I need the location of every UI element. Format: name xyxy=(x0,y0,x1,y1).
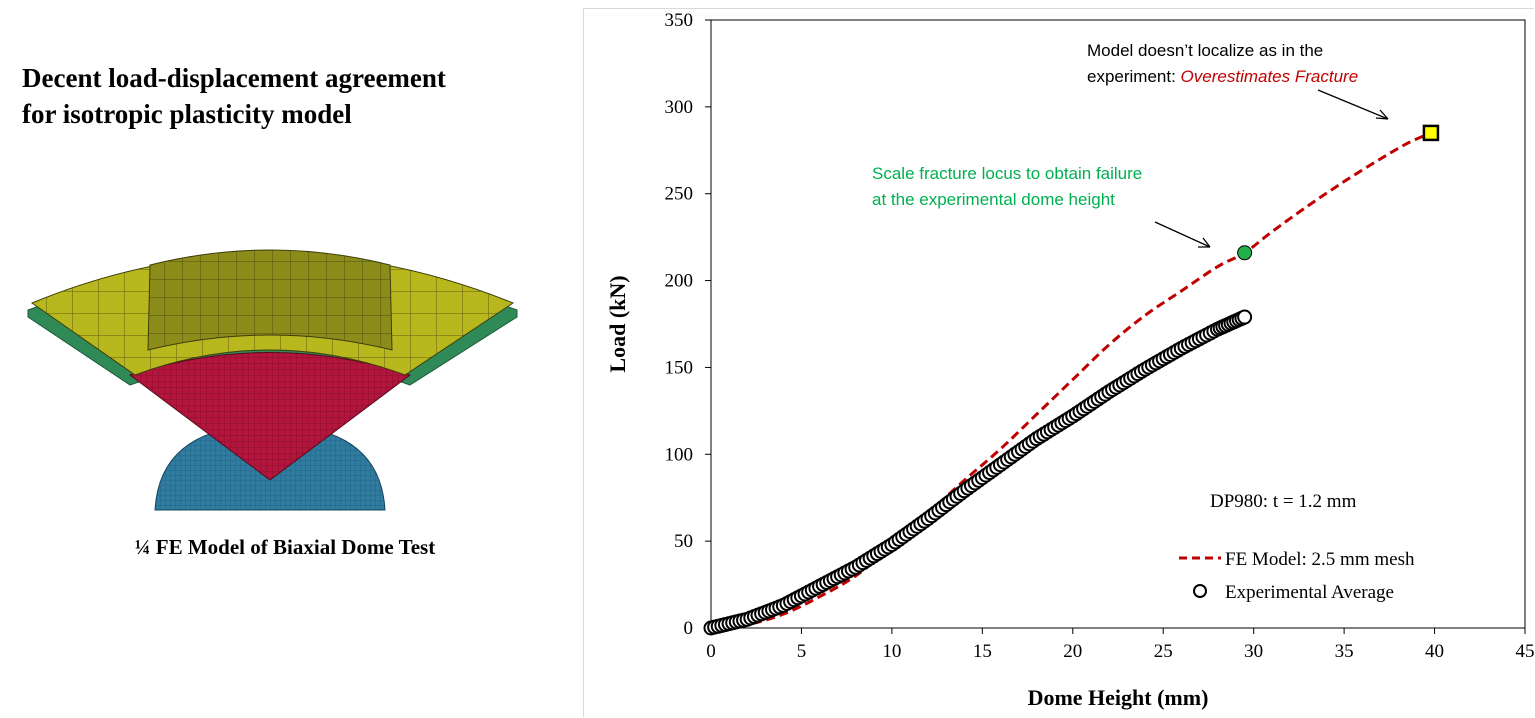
headline-line-2: for isotropic plasticity model xyxy=(22,99,352,129)
x-tick-label: 10 xyxy=(882,641,901,662)
annotation-scale-line2: at the experimental dome height xyxy=(872,190,1115,209)
y-tick-label: 150 xyxy=(665,357,694,378)
x-tick-label: 15 xyxy=(973,641,992,662)
arrow-localize xyxy=(1317,89,1389,120)
arrow-scale-head xyxy=(1198,237,1211,248)
headline-line-1: Decent load-displacement agreement xyxy=(22,63,446,93)
y-tick-label: 50 xyxy=(674,531,693,552)
x-tick-label: 40 xyxy=(1425,641,1444,662)
arrow-localize-head xyxy=(1375,109,1389,120)
tick-group: 0 5 10 15 20 25 30 35 40 45 0 50 100 150 200 250 300 350 xyxy=(665,10,1535,662)
y-tick-label: 0 xyxy=(684,618,694,639)
green-fracture-marker xyxy=(1237,245,1253,261)
annotation-localize-line1: Model doesn’t localize as in the xyxy=(1087,41,1323,60)
legend: FE Model: 2.5 mm mesh Experimental Avera… xyxy=(1179,549,1415,603)
x-tick-label: 30 xyxy=(1244,641,1263,662)
annotation-scale-line1: Scale fracture locus to obtain failure xyxy=(872,164,1142,183)
experimental-point xyxy=(1237,309,1253,325)
chart-frame xyxy=(583,8,1534,717)
annotation-localize-prefix: experiment: xyxy=(1087,67,1181,86)
legend-exp-swatch xyxy=(1193,584,1207,598)
figure-caption: ¼ FE Model of Biaxial Dome Test xyxy=(134,535,436,559)
legend-exp-label: Experimental Average xyxy=(1225,582,1394,603)
headline: Decent load-displacement agreement for i… xyxy=(22,60,446,132)
y-tick-label: 200 xyxy=(665,271,694,292)
x-tick-label: 5 xyxy=(797,641,807,662)
arrow-scale xyxy=(1154,221,1211,248)
legend-fe-label: FE Model: 2.5 mm mesh xyxy=(1225,549,1415,570)
x-tick-label: 35 xyxy=(1335,641,1354,662)
fe-dome-model-image xyxy=(27,249,518,511)
fe-model-series xyxy=(710,131,1432,630)
fe-model-line xyxy=(710,131,1432,630)
yellow-fracture-marker xyxy=(1422,124,1440,142)
x-axis-label: Dome Height (mm) xyxy=(1028,685,1209,710)
x-tick-label: 45 xyxy=(1516,641,1535,662)
annotation-localize-line2: experiment: Overestimates Fracture xyxy=(1087,67,1358,86)
load-displacement-chart: 0 5 10 15 20 25 30 35 40 45050100150200250300350 … xyxy=(605,10,1535,710)
y-axis-label: Load (kN) xyxy=(605,275,630,372)
x-tick-label: 20 xyxy=(1063,641,1082,662)
y-tick-label: 100 xyxy=(665,444,694,465)
y-tick-label: 350 xyxy=(665,10,694,31)
annotation-overestimates: Overestimates Fracture xyxy=(1181,67,1359,86)
x-tick-label: 0 xyxy=(706,641,716,662)
x-tick-label: 25 xyxy=(1154,641,1173,662)
experimental-series xyxy=(703,309,1253,636)
annotation-material: DP980: t = 1.2 mm xyxy=(1210,491,1357,512)
fracture-markers xyxy=(1237,124,1440,261)
axes xyxy=(710,19,1526,629)
y-tick-label: 300 xyxy=(665,97,694,118)
y-tick-label: 250 xyxy=(665,184,694,205)
plot-area-border xyxy=(710,19,1526,629)
